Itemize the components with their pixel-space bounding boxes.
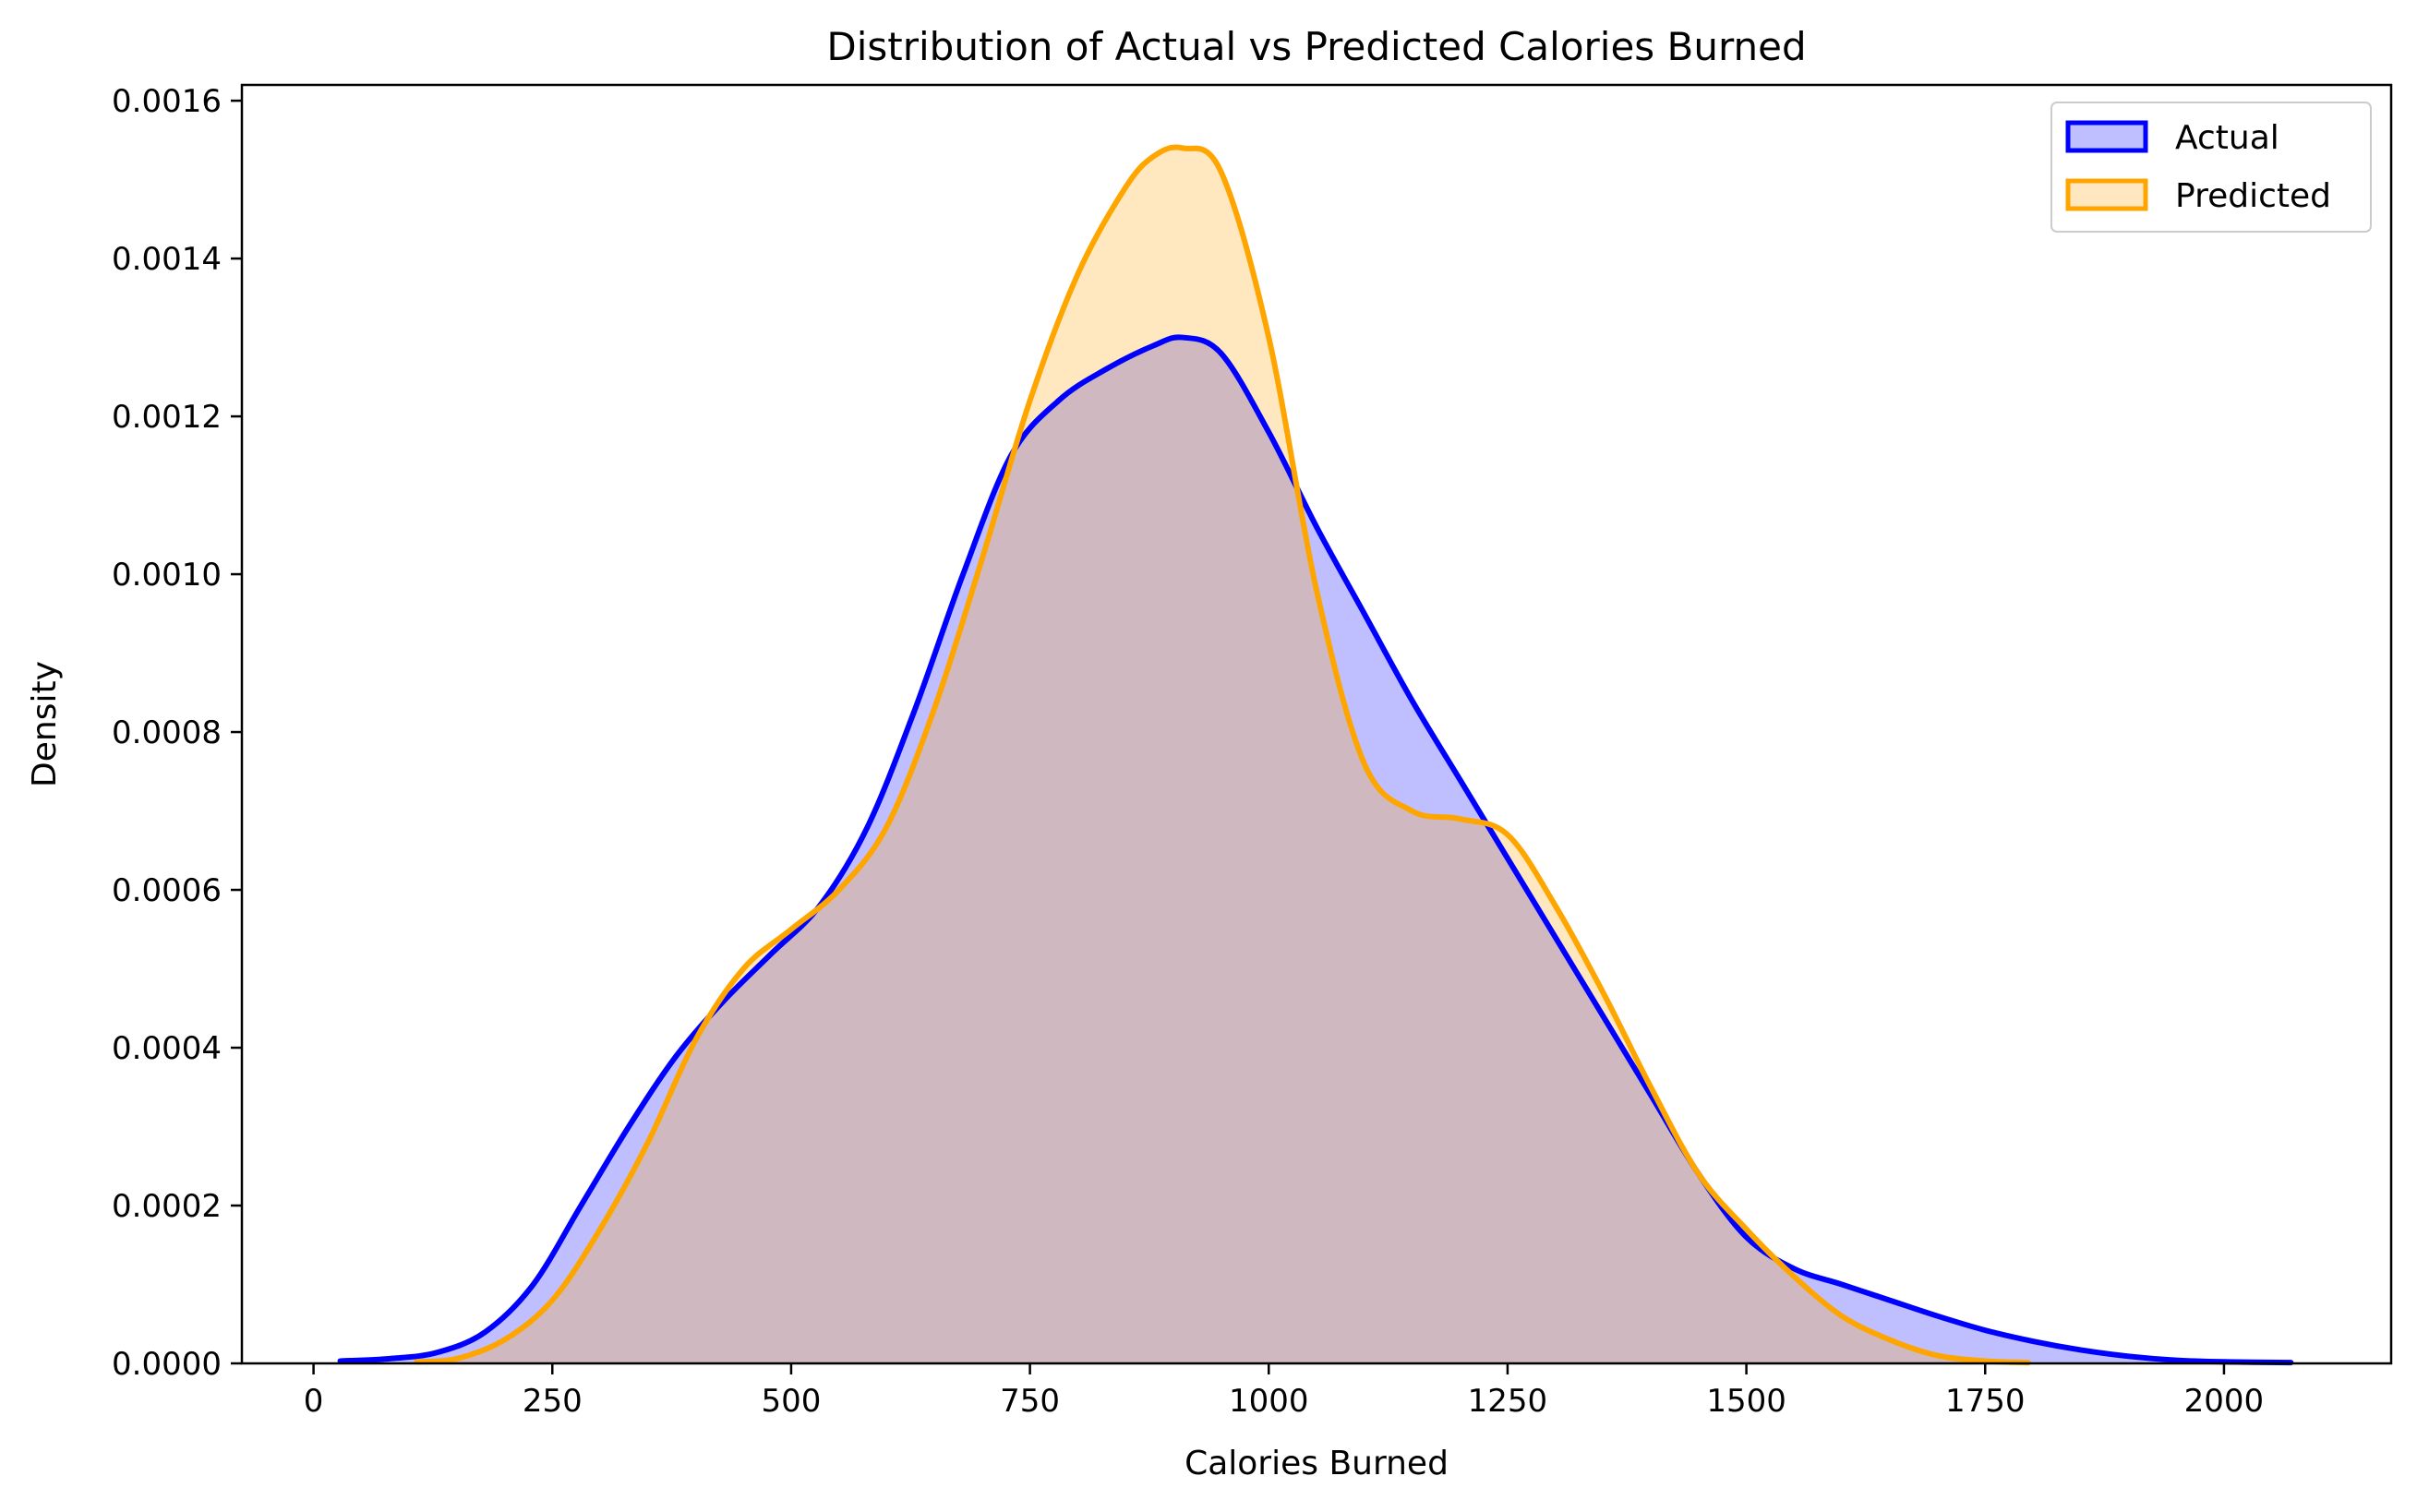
legend-label-actual: Actual (2175, 119, 2279, 157)
y-tick-label: 0.0008 (112, 714, 222, 751)
legend-box (2050, 102, 2372, 233)
chart-title: Distribution of Actual vs Predicted Calo… (826, 24, 1806, 69)
legend-swatch-predicted (2065, 178, 2148, 211)
y-tick-label: 0.0012 (112, 399, 222, 436)
x-tick-label: 1250 (1468, 1383, 1548, 1420)
density-line-actual (337, 334, 2294, 1366)
x-tick-label: 1500 (1706, 1383, 1786, 1420)
legend: Actual Predicted (2050, 102, 2372, 233)
x-tick-label: 500 (761, 1383, 821, 1420)
x-tick-label: 0 (304, 1383, 324, 1420)
legend-label-predicted: Predicted (2175, 177, 2331, 215)
legend-swatch-actual (2065, 120, 2148, 153)
density-fill-actual (340, 337, 2291, 1363)
y-axis-ticks: 0.0000 0.0002 0.0004 0.0006 0.0008 0.0010 0.00… (112, 83, 242, 1383)
lines-layer (337, 144, 2294, 1366)
y-tick-label: 0.0002 (112, 1188, 222, 1225)
fills-layer (340, 147, 2291, 1364)
y-tick-label: 0.0004 (112, 1030, 222, 1067)
y-axis-title: Density (26, 661, 64, 787)
plot-frame (240, 83, 2393, 1365)
x-axis-ticks: 0 250 500 750 1000 1250 1500 1750 2000 (304, 1363, 2264, 1420)
x-tick-label: 750 (1000, 1383, 1060, 1420)
x-tick-label: 250 (523, 1383, 583, 1420)
density-line-predicted (414, 144, 2031, 1366)
x-tick-label: 1000 (1229, 1383, 1309, 1420)
x-axis-title: Calories Burned (1184, 1445, 1449, 1482)
y-tick-label: 0.0010 (112, 557, 222, 594)
y-tick-label: 0.0006 (112, 872, 222, 909)
y-tick-label: 0.0016 (112, 83, 222, 120)
x-tick-label: 1750 (1945, 1383, 2026, 1420)
x-tick-label: 2000 (2184, 1383, 2265, 1420)
density-fill-predicted (416, 147, 2028, 1364)
y-tick-label: 0.0000 (112, 1346, 222, 1383)
y-tick-label: 0.0014 (112, 241, 222, 278)
